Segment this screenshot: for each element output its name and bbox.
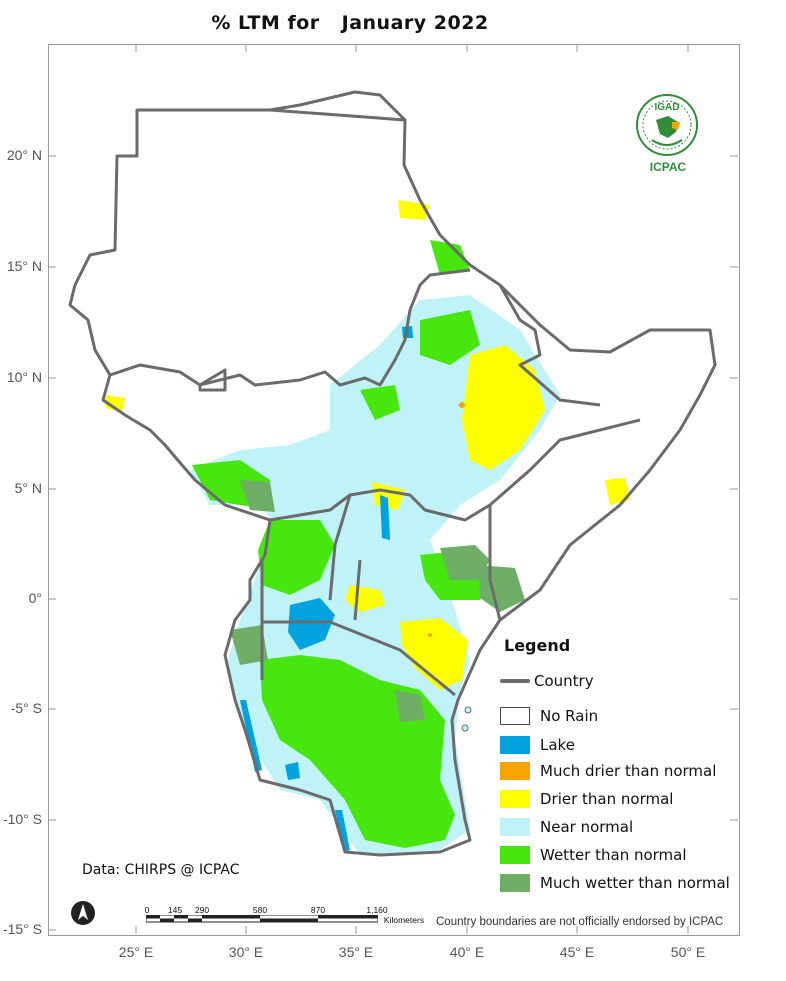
ethiopia-somalia bbox=[488, 418, 641, 621]
lake-malawi bbox=[335, 810, 350, 852]
map-title: % LTM for January 2022 bbox=[0, 12, 700, 34]
logo-icpac-text: ICPAC bbox=[649, 160, 687, 174]
lake-tanganyika bbox=[240, 700, 262, 772]
lat-label-20n: 20° N bbox=[6, 147, 42, 163]
lon-label-25e: 25° E bbox=[118, 944, 154, 960]
lon-label-30e: 30° E bbox=[228, 944, 264, 960]
sudan-south-border bbox=[109, 268, 471, 387]
lat-label-10s: -10° S bbox=[2, 811, 42, 827]
much-drier-spot bbox=[428, 633, 432, 637]
lon-label-35e: 35° E bbox=[338, 944, 374, 960]
lon-label-45e: 45° E bbox=[559, 944, 595, 960]
lat-label-5n: 5° N bbox=[14, 480, 42, 496]
lake-turkana bbox=[380, 495, 390, 540]
no-rain-swatch bbox=[500, 707, 530, 725]
legend-item-no-rain: No Rain bbox=[500, 705, 598, 727]
lat-label-10n: 10° N bbox=[6, 369, 42, 385]
lat-label-5s: -5° S bbox=[10, 700, 42, 716]
legend-label: Wetter than normal bbox=[540, 846, 687, 864]
legend-label: Near normal bbox=[540, 818, 634, 836]
wetter-swatch bbox=[500, 846, 530, 864]
legend-item-near-normal: Near normal bbox=[500, 816, 633, 838]
drier-swatch bbox=[500, 790, 530, 808]
uganda-kenya bbox=[328, 494, 362, 621]
sudan-chad bbox=[198, 368, 227, 392]
legend-item-drier: Drier than normal bbox=[500, 788, 673, 810]
scale-unit: Kilometers bbox=[383, 915, 425, 925]
eritrea-djibouti bbox=[498, 284, 601, 407]
much-wetter-zone-kenya bbox=[440, 545, 490, 580]
lat-label-0: 0° bbox=[28, 590, 42, 606]
wetter-zone-drc-east bbox=[258, 520, 335, 595]
legend-item-much-wetter: Much wetter than normal bbox=[500, 872, 730, 894]
legend-item-lake: Lake bbox=[500, 734, 575, 756]
title-metric: % LTM for bbox=[211, 12, 320, 34]
north-arrow-icon bbox=[71, 901, 95, 925]
scale-tick-1160: 1,160 bbox=[366, 905, 388, 915]
data-source-note: Data: CHIRPS @ ICPAC bbox=[82, 862, 240, 878]
scale-bar-graphic bbox=[146, 915, 378, 923]
scale-bar: 0 145 290 580 870 1,160 Kilometers bbox=[140, 905, 440, 935]
logo-igad-text: IGAD bbox=[655, 102, 680, 113]
scale-tick-580: 580 bbox=[252, 905, 268, 915]
country-line-swatch bbox=[500, 679, 530, 683]
legend-label: No Rain bbox=[540, 707, 599, 725]
much-drier-swatch bbox=[500, 762, 530, 780]
wetter-zone-south-sudan bbox=[360, 385, 400, 420]
south-sudan-south bbox=[269, 488, 491, 522]
disclaimer-note: Country boundaries are not officially en… bbox=[436, 916, 724, 928]
graticule-ticks bbox=[48, 44, 738, 934]
map-frame bbox=[48, 44, 740, 936]
near-normal-swatch bbox=[500, 818, 530, 836]
legend-item-wetter: Wetter than normal bbox=[500, 844, 687, 866]
country-boundaries bbox=[68, 90, 717, 857]
lon-label-40e: 40° E bbox=[449, 944, 485, 960]
much-drier-spot bbox=[459, 402, 465, 408]
scale-tick-0: 0 bbox=[144, 905, 150, 915]
wetter-zone-ethiopia-west bbox=[420, 310, 480, 365]
lat-label-15s: -15° S bbox=[2, 921, 42, 937]
kenya-tanzania bbox=[262, 620, 456, 697]
legend-label: Country bbox=[534, 672, 594, 690]
igad-icpac-logo: IGAD bbox=[636, 94, 698, 156]
legend-item-much-drier: Much drier than normal bbox=[500, 760, 716, 782]
title-period: January 2022 bbox=[341, 12, 489, 34]
scale-tick-145: 145 bbox=[167, 905, 183, 915]
drier-zone-somalia bbox=[605, 478, 630, 505]
lake-small bbox=[285, 762, 300, 780]
lake-victoria bbox=[288, 598, 335, 650]
lake-swatch bbox=[500, 736, 530, 754]
legend-label: Drier than normal bbox=[540, 790, 674, 808]
scale-tick-870: 870 bbox=[310, 905, 326, 915]
legend-label: Lake bbox=[540, 736, 575, 754]
islands bbox=[461, 706, 472, 732]
much-wetter-swatch bbox=[500, 874, 530, 892]
drier-zone-ethiopia bbox=[462, 345, 545, 470]
sudan-libya-egypt bbox=[135, 108, 406, 156]
scale-tick-290: 290 bbox=[194, 905, 210, 915]
much-wetter-zone-west-tz bbox=[230, 625, 268, 665]
legend-item-country: Country bbox=[500, 670, 594, 692]
drier-zone-west bbox=[105, 395, 125, 412]
legend-title: Legend bbox=[504, 636, 571, 655]
much-wetter-zone-tanzania bbox=[395, 690, 425, 722]
wetter-zone-sudan-east bbox=[430, 240, 470, 275]
lat-label-15n: 15° N bbox=[6, 258, 42, 274]
drier-zone-kenya bbox=[400, 618, 468, 690]
legend-label: Much wetter than normal bbox=[540, 874, 730, 892]
legend-label: Much drier than normal bbox=[540, 762, 717, 780]
much-wetter-zone-congo bbox=[240, 480, 275, 512]
lon-label-50e: 50° E bbox=[670, 944, 706, 960]
